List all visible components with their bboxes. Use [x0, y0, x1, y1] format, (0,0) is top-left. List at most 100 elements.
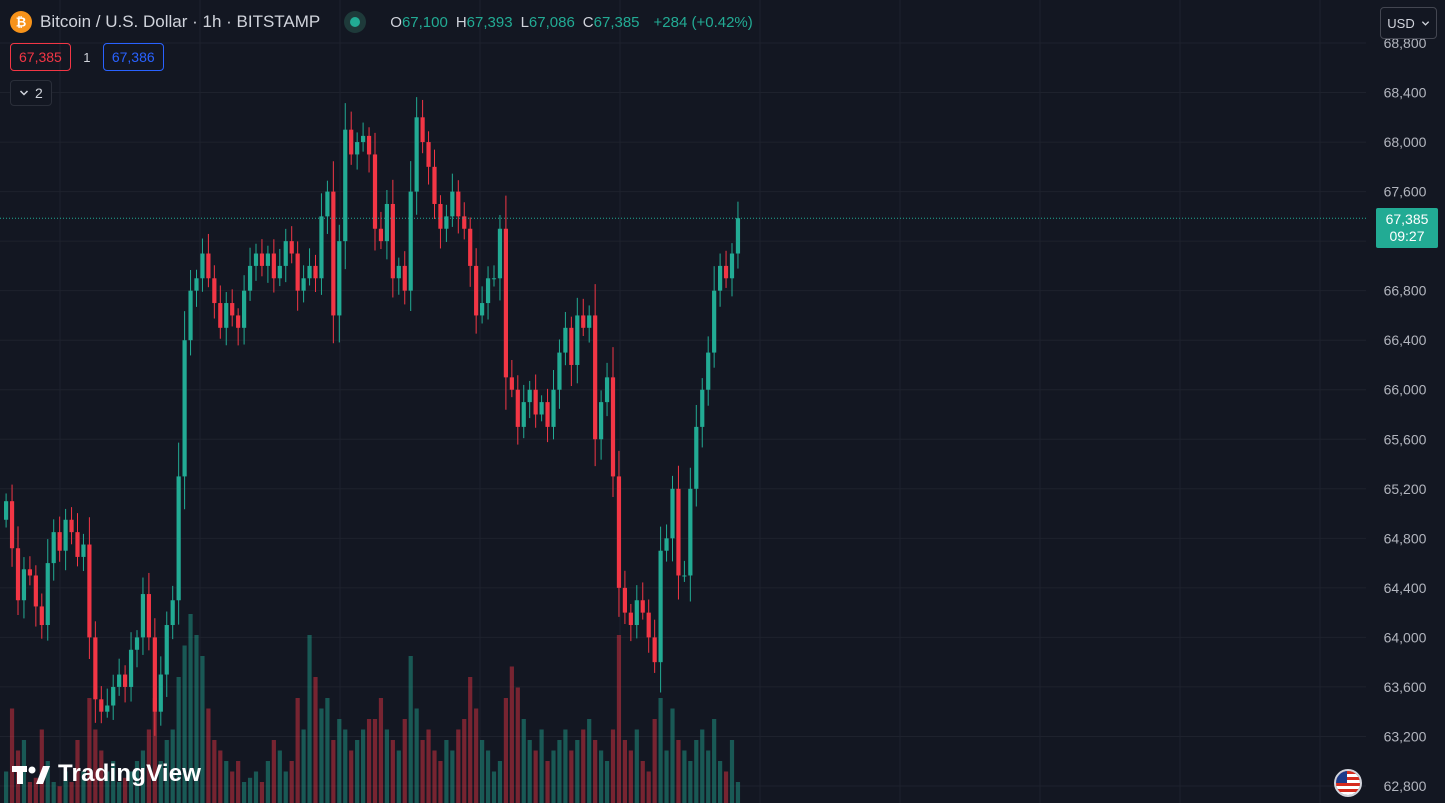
volume-bar [236, 761, 241, 803]
candle-body [723, 265, 729, 279]
y-tick-label: 65,200 [1384, 481, 1427, 497]
volume-bar [723, 771, 729, 803]
candle-body [343, 129, 348, 242]
tradingview-logo[interactable]: TradingView [12, 760, 201, 788]
volume-bar [700, 729, 705, 803]
indicators-toggle-button[interactable]: 2 [10, 80, 52, 106]
volume-bar [295, 698, 300, 803]
y-tick-label: 66,400 [1384, 332, 1427, 348]
candle-body [99, 699, 104, 712]
volume-bar [259, 782, 265, 803]
candle-body [521, 402, 526, 427]
volume-bar [164, 740, 169, 803]
volume-bar [521, 719, 526, 803]
y-tick-label: 62,800 [1384, 778, 1427, 794]
volume-bar [361, 729, 366, 803]
volume-bar [146, 729, 151, 803]
volume-bar [599, 750, 604, 803]
last-price-value: 67,385 [1385, 211, 1429, 227]
symbol-title[interactable]: Bitcoin / U.S. Dollar · 1h · BITSTAMP [40, 12, 321, 31]
volume-bar [622, 740, 627, 803]
volume-bar [557, 740, 562, 803]
candle-body [593, 315, 598, 440]
candle-body [735, 218, 741, 254]
volume-bar [152, 698, 157, 803]
candle-body [200, 253, 205, 279]
volume-bar [378, 698, 384, 803]
volume-bar [123, 777, 128, 803]
candle-body [366, 135, 372, 155]
candle-body [438, 203, 443, 229]
us-flag-icon[interactable] [1334, 769, 1362, 797]
candle-body [230, 303, 235, 316]
volume-bar [539, 729, 544, 803]
y-tick-label: 63,600 [1384, 679, 1427, 695]
volume-bar [277, 750, 282, 803]
candle-body [247, 265, 253, 291]
volume-bar [212, 740, 217, 803]
candle-body [123, 674, 128, 687]
volume-bar [194, 635, 199, 803]
volume-bar [604, 761, 610, 803]
volume-bar [200, 656, 205, 803]
volume-bar [75, 740, 80, 803]
volume-bar [414, 708, 419, 803]
candle-body [652, 637, 657, 663]
candle-body [349, 129, 354, 155]
candle-body [456, 191, 461, 217]
volume-bar [729, 740, 735, 803]
candle-body [682, 575, 687, 577]
candle-body [63, 519, 68, 551]
candle-body [39, 606, 44, 626]
candle-body [450, 191, 455, 217]
currency-select[interactable]: USD [1380, 7, 1437, 39]
candle-body [390, 203, 395, 279]
buy-button[interactable]: 67,386 [102, 43, 164, 71]
volume-bar [581, 729, 586, 803]
candle-body [468, 228, 473, 266]
volume-bar [515, 687, 520, 803]
volume-bar [491, 771, 497, 803]
sell-button[interactable]: 67,385 [10, 43, 71, 71]
candle-body [634, 600, 639, 626]
high-label: H [455, 13, 467, 31]
volume-bar [563, 729, 568, 803]
close-label: C [582, 13, 594, 31]
volume-bar [640, 761, 645, 803]
volume-bar [706, 750, 711, 803]
candle-body [313, 265, 318, 279]
market-status-icon[interactable] [344, 11, 367, 33]
candle-body [474, 265, 479, 316]
order-quantity[interactable]: 1 [83, 49, 91, 65]
candle-body [9, 501, 15, 549]
volume-bar [384, 729, 389, 803]
candle-body [307, 265, 312, 279]
candle-body [408, 191, 413, 291]
candle-body [301, 278, 306, 291]
candle-body [509, 377, 514, 390]
candle-body [414, 117, 419, 192]
volume-bar [69, 782, 74, 803]
volume-bar [402, 719, 407, 803]
candle-body [182, 340, 187, 477]
candle-body [33, 575, 38, 607]
volume-bar [426, 729, 431, 803]
candle-body [432, 166, 437, 204]
high-value: 67,393 [466, 13, 513, 31]
candle-body [604, 377, 610, 403]
candle-body [646, 612, 651, 638]
volume-bar [158, 761, 163, 803]
candle-body [218, 303, 223, 328]
volume-bar [176, 677, 181, 803]
bitcoin-icon[interactable]: ₿ [10, 11, 32, 33]
price-scale-background [1366, 0, 1445, 803]
volume-bar [253, 771, 259, 803]
volume-bar [652, 719, 657, 803]
candle-body [111, 686, 116, 706]
candle-body [277, 265, 282, 279]
y-tick-label: 68,000 [1384, 134, 1427, 150]
volume-bar [569, 750, 574, 803]
candle-body [170, 600, 175, 626]
candle-body [253, 253, 259, 266]
